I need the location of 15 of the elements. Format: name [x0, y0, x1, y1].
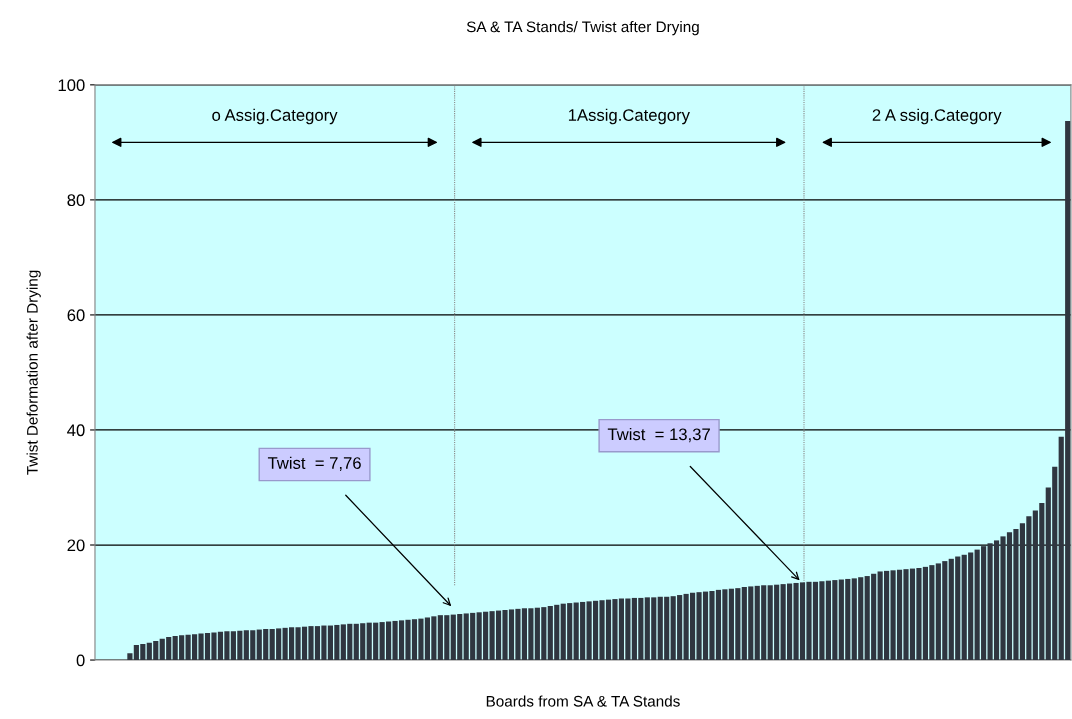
annotation: Twist = 7,76	[267, 456, 361, 471]
y-tick-label: 0	[76, 654, 85, 667]
y-tick-label: 80	[67, 194, 85, 207]
y-axis-title: Twist Deformation after Drying	[26, 270, 41, 475]
annotation: 1Assig.Category	[568, 108, 690, 125]
annotation: Twist = 13,37	[607, 427, 710, 443]
y-tick-label: 100	[58, 79, 85, 92]
y-tick-label: 40	[67, 424, 85, 437]
annotation: o Assig.Category	[212, 108, 338, 125]
annotation: 2 A ssig.Category	[872, 108, 1002, 125]
x-axis-title: Boards from SA & TA Stands	[486, 695, 680, 707]
y-tick-label: 60	[67, 309, 85, 322]
chart-title: SA & TA Stands/ Twist after Drying	[466, 20, 699, 36]
y-tick-label: 20	[67, 539, 85, 552]
bar	[127, 653, 133, 661]
